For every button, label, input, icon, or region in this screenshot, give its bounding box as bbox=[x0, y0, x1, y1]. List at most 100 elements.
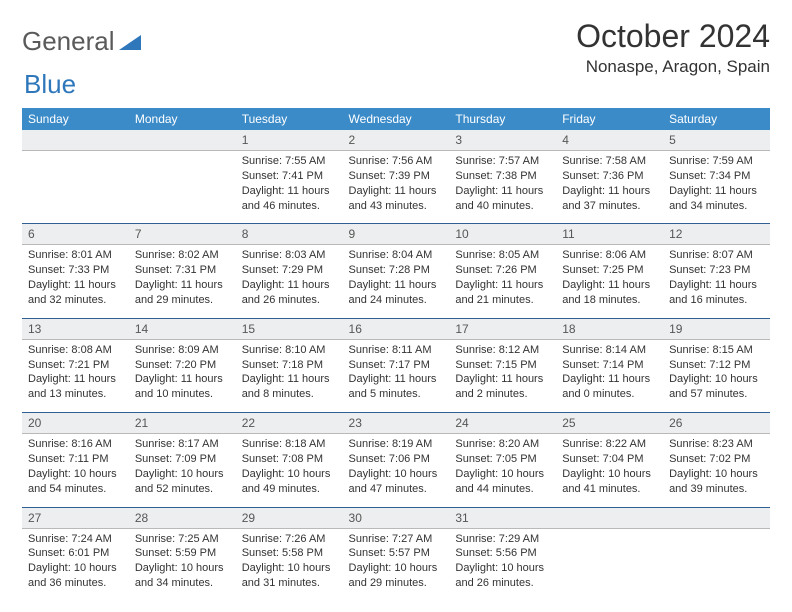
day-cell: Sunrise: 7:29 AMSunset: 5:56 PMDaylight:… bbox=[449, 528, 556, 601]
sunset-text: Sunset: 7:06 PM bbox=[349, 452, 444, 467]
daynum-row: 6789101112 bbox=[22, 224, 770, 245]
sunset-text: Sunset: 7:20 PM bbox=[135, 358, 230, 373]
dow-tuesday: Tuesday bbox=[236, 108, 343, 130]
daylight-text-1: Daylight: 11 hours bbox=[349, 278, 444, 293]
sunset-text: Sunset: 7:28 PM bbox=[349, 263, 444, 278]
sunset-text: Sunset: 5:58 PM bbox=[242, 546, 337, 561]
triangle-icon bbox=[119, 26, 141, 57]
daynum-row: 20212223242526 bbox=[22, 413, 770, 434]
day-number: 6 bbox=[22, 224, 129, 245]
daylight-text-1: Daylight: 10 hours bbox=[28, 467, 123, 482]
daylight-text-2: and 2 minutes. bbox=[455, 387, 550, 402]
day-cell bbox=[556, 528, 663, 601]
day-number: 22 bbox=[236, 413, 343, 434]
sunset-text: Sunset: 7:09 PM bbox=[135, 452, 230, 467]
sunrise-text: Sunrise: 8:10 AM bbox=[242, 343, 337, 358]
sunrise-text: Sunrise: 7:57 AM bbox=[455, 154, 550, 169]
daylight-text-1: Daylight: 10 hours bbox=[455, 467, 550, 482]
sunrise-text: Sunrise: 8:14 AM bbox=[562, 343, 657, 358]
daylight-text-1: Daylight: 10 hours bbox=[242, 467, 337, 482]
daylight-text-2: and 24 minutes. bbox=[349, 293, 444, 308]
content-row: Sunrise: 8:01 AMSunset: 7:33 PMDaylight:… bbox=[22, 245, 770, 318]
dow-wednesday: Wednesday bbox=[343, 108, 450, 130]
sunrise-text: Sunrise: 7:59 AM bbox=[669, 154, 764, 169]
daylight-text-1: Daylight: 11 hours bbox=[135, 278, 230, 293]
sunrise-text: Sunrise: 8:04 AM bbox=[349, 248, 444, 263]
daylight-text-2: and 13 minutes. bbox=[28, 387, 123, 402]
sunset-text: Sunset: 7:02 PM bbox=[669, 452, 764, 467]
day-number: 23 bbox=[343, 413, 450, 434]
sunset-text: Sunset: 7:25 PM bbox=[562, 263, 657, 278]
daylight-text-1: Daylight: 10 hours bbox=[669, 372, 764, 387]
daylight-text-1: Daylight: 11 hours bbox=[28, 372, 123, 387]
day-number: 10 bbox=[449, 224, 556, 245]
sunrise-text: Sunrise: 7:58 AM bbox=[562, 154, 657, 169]
sunrise-text: Sunrise: 8:12 AM bbox=[455, 343, 550, 358]
dow-friday: Friday bbox=[556, 108, 663, 130]
day-cell: Sunrise: 8:14 AMSunset: 7:14 PMDaylight:… bbox=[556, 339, 663, 412]
day-cell: Sunrise: 8:09 AMSunset: 7:20 PMDaylight:… bbox=[129, 339, 236, 412]
day-number: 12 bbox=[663, 224, 770, 245]
daylight-text-1: Daylight: 11 hours bbox=[455, 372, 550, 387]
day-cell: Sunrise: 7:27 AMSunset: 5:57 PMDaylight:… bbox=[343, 528, 450, 601]
day-number: 5 bbox=[663, 130, 770, 151]
daylight-text-2: and 37 minutes. bbox=[562, 199, 657, 214]
sunrise-text: Sunrise: 8:22 AM bbox=[562, 437, 657, 452]
sunset-text: Sunset: 7:29 PM bbox=[242, 263, 337, 278]
daylight-text-2: and 54 minutes. bbox=[28, 482, 123, 497]
day-cell: Sunrise: 8:07 AMSunset: 7:23 PMDaylight:… bbox=[663, 245, 770, 318]
sunrise-text: Sunrise: 8:16 AM bbox=[28, 437, 123, 452]
sunset-text: Sunset: 7:18 PM bbox=[242, 358, 337, 373]
day-number: 28 bbox=[129, 507, 236, 528]
sunset-text: Sunset: 7:15 PM bbox=[455, 358, 550, 373]
day-cell: Sunrise: 7:26 AMSunset: 5:58 PMDaylight:… bbox=[236, 528, 343, 601]
dow-row: Sunday Monday Tuesday Wednesday Thursday… bbox=[22, 108, 770, 130]
dow-sunday: Sunday bbox=[22, 108, 129, 130]
sunrise-text: Sunrise: 7:26 AM bbox=[242, 532, 337, 547]
daylight-text-2: and 8 minutes. bbox=[242, 387, 337, 402]
brand-word2: Blue bbox=[24, 69, 76, 100]
day-cell: Sunrise: 8:03 AMSunset: 7:29 PMDaylight:… bbox=[236, 245, 343, 318]
day-cell: Sunrise: 8:12 AMSunset: 7:15 PMDaylight:… bbox=[449, 339, 556, 412]
sunrise-text: Sunrise: 7:29 AM bbox=[455, 532, 550, 547]
day-cell: Sunrise: 8:06 AMSunset: 7:25 PMDaylight:… bbox=[556, 245, 663, 318]
daylight-text-2: and 32 minutes. bbox=[28, 293, 123, 308]
sunset-text: Sunset: 7:11 PM bbox=[28, 452, 123, 467]
sunrise-text: Sunrise: 8:05 AM bbox=[455, 248, 550, 263]
daylight-text-2: and 10 minutes. bbox=[135, 387, 230, 402]
sunrise-text: Sunrise: 8:03 AM bbox=[242, 248, 337, 263]
day-cell: Sunrise: 8:15 AMSunset: 7:12 PMDaylight:… bbox=[663, 339, 770, 412]
sunrise-text: Sunrise: 7:56 AM bbox=[349, 154, 444, 169]
sunrise-text: Sunrise: 8:20 AM bbox=[455, 437, 550, 452]
day-cell: Sunrise: 8:16 AMSunset: 7:11 PMDaylight:… bbox=[22, 434, 129, 507]
sunrise-text: Sunrise: 8:11 AM bbox=[349, 343, 444, 358]
daylight-text-1: Daylight: 10 hours bbox=[135, 467, 230, 482]
sunrise-text: Sunrise: 7:55 AM bbox=[242, 154, 337, 169]
sunset-text: Sunset: 7:21 PM bbox=[28, 358, 123, 373]
daylight-text-2: and 5 minutes. bbox=[349, 387, 444, 402]
sunset-text: Sunset: 7:36 PM bbox=[562, 169, 657, 184]
daylight-text-1: Daylight: 11 hours bbox=[349, 372, 444, 387]
daylight-text-1: Daylight: 10 hours bbox=[455, 561, 550, 576]
day-number: 16 bbox=[343, 318, 450, 339]
dow-saturday: Saturday bbox=[663, 108, 770, 130]
daylight-text-1: Daylight: 11 hours bbox=[669, 278, 764, 293]
sunset-text: Sunset: 7:31 PM bbox=[135, 263, 230, 278]
sunrise-text: Sunrise: 7:24 AM bbox=[28, 532, 123, 547]
day-cell bbox=[22, 151, 129, 224]
sunset-text: Sunset: 7:12 PM bbox=[669, 358, 764, 373]
sunset-text: Sunset: 7:14 PM bbox=[562, 358, 657, 373]
daylight-text-1: Daylight: 11 hours bbox=[135, 372, 230, 387]
day-number: 13 bbox=[22, 318, 129, 339]
day-number: 21 bbox=[129, 413, 236, 434]
day-cell: Sunrise: 8:23 AMSunset: 7:02 PMDaylight:… bbox=[663, 434, 770, 507]
day-cell: Sunrise: 8:04 AMSunset: 7:28 PMDaylight:… bbox=[343, 245, 450, 318]
daylight-text-2: and 43 minutes. bbox=[349, 199, 444, 214]
day-number: 24 bbox=[449, 413, 556, 434]
sunset-text: Sunset: 5:56 PM bbox=[455, 546, 550, 561]
sunset-text: Sunset: 7:17 PM bbox=[349, 358, 444, 373]
day-cell: Sunrise: 8:18 AMSunset: 7:08 PMDaylight:… bbox=[236, 434, 343, 507]
daylight-text-1: Daylight: 10 hours bbox=[349, 467, 444, 482]
sunset-text: Sunset: 7:23 PM bbox=[669, 263, 764, 278]
day-cell: Sunrise: 7:59 AMSunset: 7:34 PMDaylight:… bbox=[663, 151, 770, 224]
